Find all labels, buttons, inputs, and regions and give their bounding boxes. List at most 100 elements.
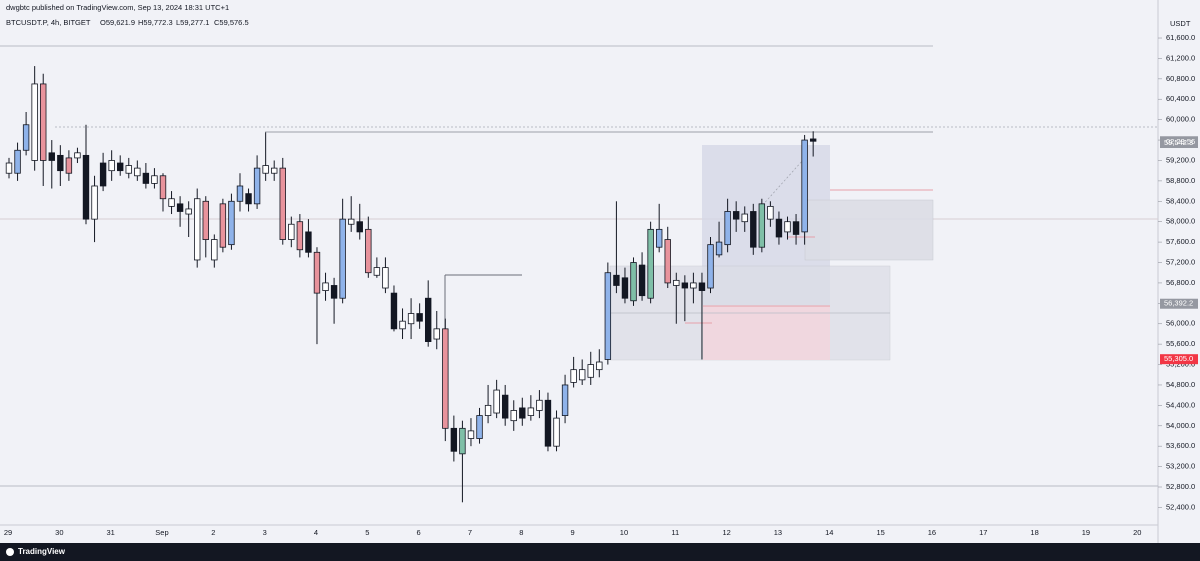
candle-body [330, 285, 338, 299]
candle-body [527, 407, 535, 416]
candle-body [715, 241, 723, 256]
candle-body [801, 139, 808, 233]
x-tick-label: 17 [979, 528, 987, 537]
candle-body [399, 320, 406, 330]
candle-body [416, 313, 423, 322]
candle-body [596, 361, 603, 371]
candle-body [57, 154, 64, 172]
brand-logo [6, 548, 14, 556]
candle-body [373, 267, 381, 276]
zone [804, 199, 934, 261]
candle-body [510, 410, 517, 422]
zone [703, 306, 830, 360]
candle-body [339, 218, 346, 299]
candle-body [407, 313, 415, 325]
x-tick-label: 13 [774, 528, 782, 537]
candle-body [185, 208, 192, 215]
candle-body [14, 149, 21, 174]
candle-body [228, 200, 235, 246]
axis-unit: USDT [1170, 19, 1191, 28]
candle-body [450, 427, 458, 452]
candle-body [288, 223, 295, 240]
candle-body [493, 389, 500, 414]
candle-body [202, 200, 209, 240]
x-tick-label: 30 [55, 528, 63, 537]
candle-body [630, 262, 637, 302]
candle-body [536, 399, 543, 411]
y-tick-label: 60,800.0 [1166, 74, 1195, 83]
candle-body [681, 282, 689, 289]
candle-body [501, 394, 509, 419]
candle-body [253, 167, 261, 205]
candle-body [673, 279, 680, 286]
candle-body [604, 272, 612, 360]
x-tick-label: Sep [155, 528, 168, 537]
ohlc-value: O59,621.9 [100, 18, 135, 27]
candle-body [621, 277, 629, 299]
y-tick-label: 54,800.0 [1166, 380, 1195, 389]
x-tick-label: 14 [825, 528, 833, 537]
x-tick-label: 9 [571, 528, 575, 537]
candle-body [117, 162, 124, 172]
y-tick-label: 54,000.0 [1166, 421, 1195, 430]
y-tick-label: 54,400.0 [1166, 400, 1195, 409]
candle-body [433, 328, 440, 340]
candle-body [570, 369, 577, 383]
candle-body [809, 138, 817, 142]
price-label-box [1160, 138, 1198, 149]
candle-body [211, 239, 218, 261]
candle-body [245, 193, 252, 205]
candle-body [347, 218, 355, 225]
y-tick-label: 58,000.0 [1166, 217, 1195, 226]
candle-body [365, 228, 372, 274]
x-tick-label: 3 [263, 528, 267, 537]
candle-body [724, 211, 731, 246]
y-tick-label: 61,200.0 [1166, 53, 1195, 62]
candle-body [758, 203, 766, 248]
candle-body [484, 404, 492, 416]
candle-body [219, 203, 227, 248]
candle-body [587, 364, 594, 378]
y-tick-label: 60,400.0 [1166, 94, 1195, 103]
candle-body [279, 167, 286, 240]
y-tick-label: 56,800.0 [1166, 278, 1195, 287]
axes: 52,400.0 52,800.0 53,200.0 53,600.0 54,000.0… [4, 33, 1198, 537]
candle-body [382, 267, 389, 289]
candle-body [664, 239, 671, 284]
candle-body [82, 154, 90, 220]
y-tick-label: 56,000.0 [1166, 319, 1195, 328]
y-tick-label: 52,800.0 [1166, 482, 1195, 491]
price-label: 59,542.3 [1164, 138, 1193, 147]
candle-body [176, 203, 184, 212]
candle-body [424, 297, 432, 342]
candle-body [125, 165, 132, 174]
candle-body [91, 185, 98, 220]
candle-body [544, 399, 552, 447]
x-tick-label: 15 [876, 528, 884, 537]
candle-body [784, 221, 791, 233]
y-tick-label: 57,200.0 [1166, 257, 1195, 266]
candle-body [698, 282, 706, 291]
candle-body [313, 251, 321, 294]
candle-body [262, 165, 269, 174]
candle-body [296, 221, 304, 251]
candle-body [159, 175, 167, 200]
y-tick-label: 57,600.0 [1166, 237, 1195, 246]
ohlc-value: H59,772.3 [138, 18, 173, 27]
x-tick-label: 10 [620, 528, 628, 537]
candle-body [142, 172, 150, 184]
x-tick-label: 5 [365, 528, 369, 537]
candle-body [48, 152, 55, 161]
publisher: dwgbtc published on TradingView.com, Sep… [6, 3, 229, 12]
candle-body [578, 369, 586, 381]
candle-body [108, 160, 115, 172]
projection [759, 159, 804, 209]
candle-body [5, 162, 13, 174]
x-tick-label: 7 [468, 528, 472, 537]
candle-body [767, 205, 774, 220]
countdown: 02:29:56 [1166, 137, 1195, 146]
candle-body [741, 213, 748, 223]
candle-body [459, 427, 466, 455]
candle-body [690, 282, 697, 289]
y-tick-label: 53,200.0 [1166, 462, 1195, 471]
